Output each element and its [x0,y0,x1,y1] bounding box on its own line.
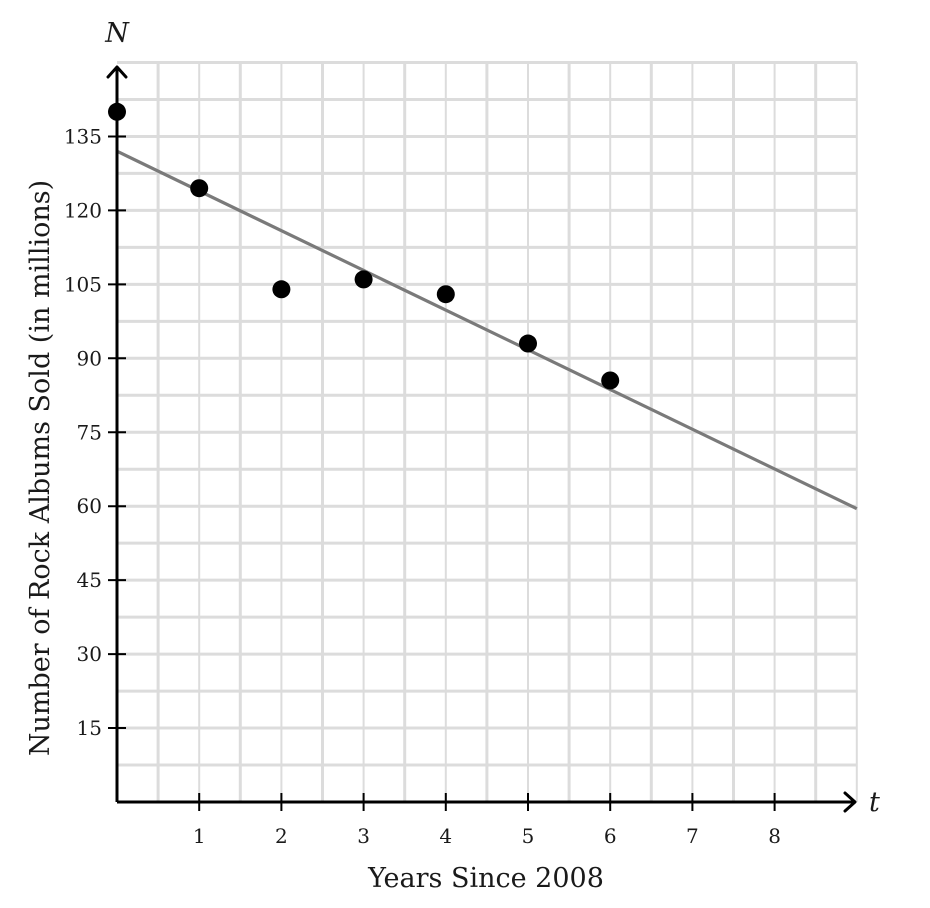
data-point [108,102,126,121]
x-tick-label: 1 [193,824,206,848]
grid [117,61,858,802]
y-tick-label: 135 [64,124,102,148]
x-axis-variable: t [869,787,880,818]
y-tick-label: 105 [64,272,102,296]
data-point [436,285,455,304]
x-tick-label: 7 [686,824,699,848]
data-point [519,334,537,353]
y-tick-label: 75 [77,420,102,444]
y-tick-label: 60 [77,494,102,518]
y-tick-label: 45 [77,568,102,592]
y-axis-title: Number of Rock Albums Sold (in millions) [25,180,56,756]
data-point [272,280,291,299]
data-point [601,371,620,390]
x-tick-label: 3 [357,824,370,848]
y-axis-arrow-icon [106,65,128,79]
x-axis-title: Years Since 2008 [367,863,604,894]
data-points [108,102,620,390]
trend-line [116,149,858,511]
y-tick-label: 120 [64,198,102,222]
x-tick-label: 5 [522,824,535,848]
y-tick-label: 90 [77,346,102,370]
x-tick-label: 8 [768,824,781,848]
x-axis-arrow-icon [843,791,857,813]
y-tick-label: 15 [77,716,102,740]
trend-line-layer [116,149,858,511]
y-tick-label: 30 [77,642,102,666]
x-tick-label: 2 [275,824,288,848]
x-tick-label: 6 [604,824,617,848]
data-point [354,270,373,289]
data-point [190,179,209,198]
axes [106,65,857,813]
y-axis-variable: N [104,18,130,49]
x-tick-label: 4 [439,824,452,848]
